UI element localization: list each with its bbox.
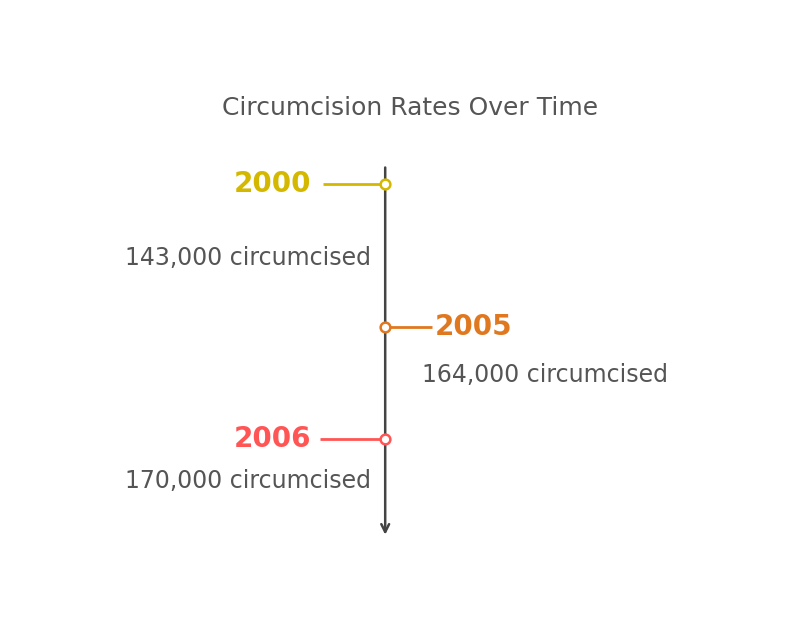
Text: 143,000 circumcised: 143,000 circumcised <box>125 246 371 269</box>
Text: 164,000 circumcised: 164,000 circumcised <box>422 363 669 387</box>
Text: Circumcision Rates Over Time: Circumcision Rates Over Time <box>222 96 598 120</box>
Text: 2006: 2006 <box>234 426 310 454</box>
Text: 2000: 2000 <box>234 170 310 198</box>
Text: 2005: 2005 <box>435 313 513 341</box>
Text: 170,000 circumcised: 170,000 circumcised <box>125 469 371 493</box>
